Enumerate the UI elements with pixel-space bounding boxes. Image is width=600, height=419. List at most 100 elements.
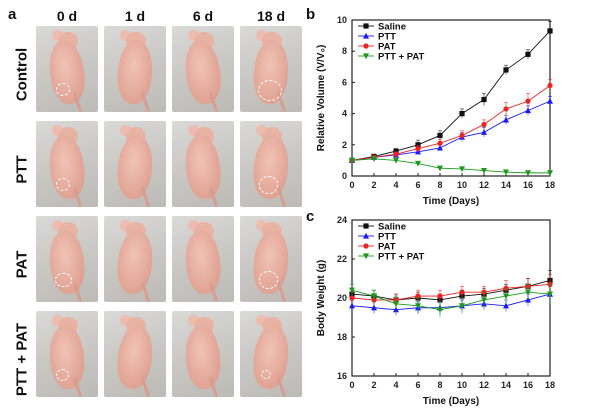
data-point	[349, 157, 355, 164]
legend-marker	[363, 43, 369, 49]
column-header-0d: 0 d	[56, 8, 78, 24]
column-header-18d: 18 d	[256, 8, 285, 24]
data-point	[393, 148, 399, 154]
mouse-photo-ptt-pat-1d	[104, 311, 166, 397]
y-axis-label: Relative Volume (V/V₀)	[316, 45, 327, 152]
legend-marker	[363, 253, 369, 260]
tumor-marker	[55, 83, 71, 97]
legend-marker	[363, 23, 369, 29]
y-axis-label: Body Weight (g)	[316, 260, 327, 336]
y-tick-label: 0	[342, 171, 347, 181]
row-label-ptt: PTT	[13, 155, 31, 184]
mouse-photo-pat-0d	[36, 216, 98, 302]
data-point	[459, 132, 465, 139]
data-point	[437, 307, 443, 313]
data-point	[481, 297, 487, 304]
series-line	[351, 289, 551, 311]
y-tick-label: 10	[337, 15, 347, 25]
data-point	[481, 121, 487, 128]
legend-label: PTT	[378, 232, 396, 243]
y-tick-label: 16	[337, 371, 347, 381]
tumor-marker	[258, 271, 279, 289]
data-point	[459, 111, 465, 117]
data-point	[437, 293, 443, 299]
legend-label: PAT	[378, 42, 396, 53]
data-point	[459, 166, 465, 173]
data-point	[437, 165, 443, 172]
panel-b-letter: b	[306, 6, 316, 23]
data-point	[371, 293, 377, 300]
legend-marker	[363, 53, 369, 60]
y-tick-label: 24	[337, 215, 347, 225]
mouse-photo-ptt-pat-0d	[36, 311, 98, 397]
mouse-photo-ptt-18d	[240, 121, 302, 207]
data-point	[415, 142, 421, 148]
data-point	[415, 160, 421, 167]
legend-marker	[363, 223, 369, 229]
row-label-ptt-pat: PTT + PAT	[13, 322, 31, 397]
x-tick-label: 0	[349, 180, 354, 190]
mouse-photo-control-6d	[172, 26, 234, 112]
mouse-photo-control-1d	[104, 26, 166, 112]
data-point	[547, 82, 553, 89]
panel-a-letter: a	[8, 6, 17, 23]
data-point	[349, 287, 355, 294]
x-tick-label: 10	[457, 380, 467, 390]
data-point	[393, 157, 399, 164]
data-point	[393, 301, 399, 308]
legend-label: PTT + PAT	[378, 252, 425, 263]
data-point	[393, 151, 399, 157]
tumor-marker	[55, 272, 72, 288]
data-point	[349, 302, 355, 309]
row-label-control: Control	[13, 47, 31, 102]
mouse-photo-control-0d	[36, 26, 98, 112]
data-point	[481, 167, 487, 174]
data-point	[503, 67, 509, 73]
x-tick-label: 18	[545, 180, 555, 190]
mouse-photo-ptt-pat-18d	[240, 311, 302, 397]
data-point	[503, 302, 509, 309]
x-tick-label: 16	[523, 180, 533, 190]
legend-label: PTT	[378, 32, 396, 43]
row-label-pat: PAT	[13, 250, 31, 279]
data-point	[525, 107, 531, 114]
y-tick-label: 18	[337, 332, 347, 342]
y-tick-label: 20	[337, 293, 347, 303]
data-point	[503, 116, 509, 123]
data-point	[415, 303, 421, 309]
x-axis-label: Time (Days)	[423, 196, 480, 207]
legend-marker	[363, 232, 369, 239]
tumor-marker	[257, 79, 283, 102]
data-point	[349, 295, 355, 301]
x-tick-label: 14	[501, 180, 511, 190]
tumor-marker	[258, 176, 279, 194]
column-header-6d: 6 d	[192, 8, 214, 24]
x-tick-label: 2	[371, 380, 376, 390]
data-point	[481, 96, 487, 103]
mouse-photo-pat-18d	[240, 216, 302, 302]
data-point	[525, 51, 531, 57]
mouse-photo-ptt-1d	[104, 121, 166, 207]
x-tick-label: 12	[479, 380, 489, 390]
data-point	[503, 106, 509, 112]
data-point	[371, 156, 377, 163]
x-tick-label: 6	[415, 180, 420, 190]
data-point	[547, 170, 553, 177]
y-tick-label: 8	[342, 46, 347, 56]
x-tick-label: 2	[371, 180, 376, 190]
x-axis-label: Time (Days)	[423, 396, 480, 407]
data-point	[371, 304, 377, 311]
data-point	[503, 169, 509, 176]
legend-marker	[363, 243, 369, 249]
y-tick-label: 2	[342, 140, 347, 150]
column-header-1d: 1 d	[124, 8, 146, 24]
data-point	[437, 140, 443, 146]
data-point	[525, 289, 531, 296]
data-point	[415, 146, 421, 152]
data-point	[459, 289, 465, 295]
mouse-photo-ptt-0d	[36, 121, 98, 207]
x-tick-label: 6	[415, 380, 420, 390]
legend-label: PAT	[378, 242, 396, 253]
mouse-photo-pat-6d	[172, 216, 234, 302]
